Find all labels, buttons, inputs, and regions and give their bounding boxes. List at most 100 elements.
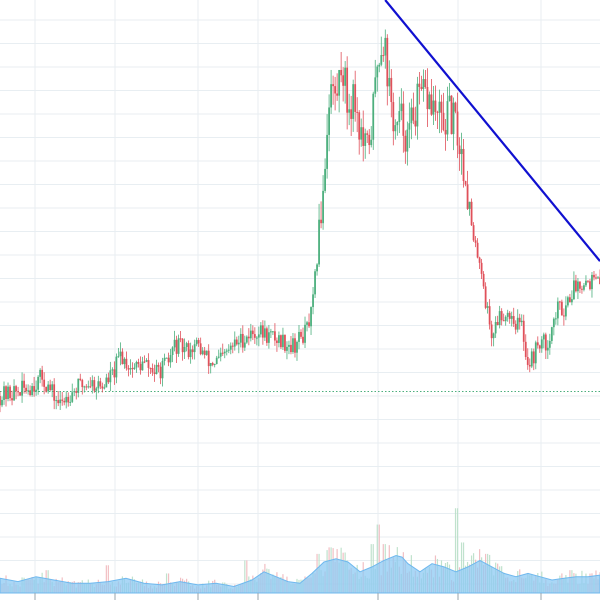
candle-body [504, 316, 507, 322]
candle-body [55, 400, 58, 402]
candle-body [213, 364, 216, 366]
candle-body [47, 384, 50, 392]
candle-body [444, 129, 447, 135]
candle-body [233, 339, 236, 347]
candle-body [414, 120, 417, 127]
candle-body [577, 281, 579, 292]
candle-body [265, 328, 268, 343]
candle-body [135, 361, 138, 368]
candle-body [181, 338, 184, 353]
candle-body [496, 321, 499, 326]
candle-body [358, 112, 361, 140]
candle-body [388, 77, 391, 87]
candle-body [107, 377, 110, 383]
candle-body [294, 338, 296, 353]
candle-body [530, 351, 533, 367]
candle-body [45, 386, 48, 392]
candle-body [237, 342, 240, 345]
candle-body [314, 271, 316, 295]
candle-body [219, 352, 222, 357]
candle-body [470, 201, 473, 226]
candle-body [147, 360, 150, 368]
candle-body [101, 386, 104, 389]
candle-body [306, 322, 308, 325]
candle-body [51, 384, 54, 391]
candle-body [330, 84, 333, 108]
candle-body [512, 316, 515, 324]
candle-body [366, 133, 369, 135]
candle-body [342, 75, 345, 86]
candle-body [175, 339, 178, 354]
candle-body [380, 55, 383, 65]
candle-body [215, 357, 218, 365]
candle-body [177, 338, 180, 354]
volume-panel [0, 508, 600, 594]
candle-body [173, 339, 176, 348]
candle-body [340, 69, 343, 76]
candle-body [452, 102, 455, 135]
candle-body [581, 288, 583, 290]
candle-body [412, 107, 415, 121]
candle-body [589, 281, 591, 290]
candle-body [510, 316, 513, 319]
candle-body [49, 384, 52, 391]
price-candles [0, 29, 600, 413]
candle-body [95, 388, 98, 391]
trendline[interactable] [384, 0, 600, 262]
candle-body [159, 366, 162, 379]
candle-body [524, 341, 527, 357]
candle-body [324, 168, 326, 191]
candle-body [263, 328, 266, 338]
volume-bar [246, 560, 248, 593]
candle-body [442, 112, 445, 130]
candle-body [205, 350, 208, 355]
candle-body [396, 121, 399, 126]
candle-body [91, 380, 94, 387]
candle-body [31, 386, 34, 396]
candle-body [368, 134, 371, 146]
candle-body [386, 37, 389, 87]
candle-body [197, 340, 200, 344]
candle-body [199, 343, 202, 355]
volume-bar [107, 565, 109, 593]
candle-body [35, 389, 38, 392]
candle-body [458, 145, 461, 155]
candle-body [139, 363, 142, 371]
candle-body [187, 343, 190, 358]
candle-body [298, 331, 300, 342]
candle-body [593, 274, 595, 278]
candle-body [75, 391, 78, 393]
candle-body [404, 135, 407, 152]
candle-body [261, 325, 264, 338]
candle-body [105, 377, 108, 388]
candle-body [575, 280, 577, 292]
candle-body [161, 360, 164, 379]
candle-body [300, 331, 302, 337]
candle-body [125, 358, 128, 369]
candle-body [432, 100, 435, 115]
candle-body [364, 133, 367, 146]
candle-body [65, 396, 68, 403]
candle-body [534, 342, 537, 364]
candle-body [522, 320, 525, 342]
candle-body [370, 139, 373, 146]
candle-body [145, 360, 148, 362]
candle-body [356, 111, 359, 113]
candle-body [67, 396, 70, 403]
candle-body [474, 240, 477, 243]
candle-body [476, 242, 479, 258]
candle-body [77, 378, 80, 393]
candle-body [312, 294, 314, 308]
candle-body [318, 219, 320, 265]
candle-body [255, 337, 258, 339]
candle-body [9, 386, 11, 399]
candle-body [571, 299, 573, 303]
candle-body [15, 386, 17, 392]
candle-body [109, 370, 112, 383]
candle-body [508, 312, 511, 319]
candle-body [418, 83, 421, 87]
candle-body [564, 305, 567, 317]
candle-body [573, 280, 575, 300]
candle-body [241, 333, 244, 348]
